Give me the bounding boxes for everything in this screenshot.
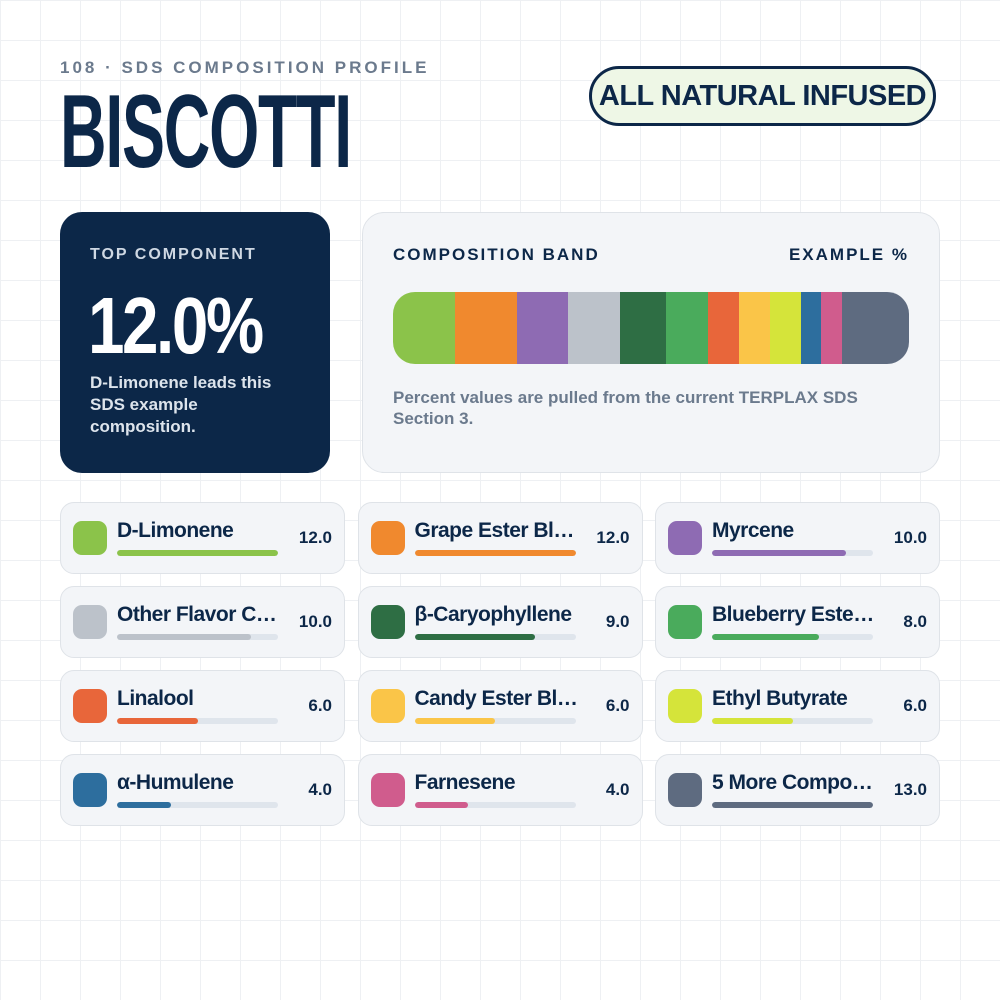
component-card: Other Flavor C… 10.0 [60,586,345,658]
band-segment [666,292,708,364]
band-segment [620,292,667,364]
bar-fill [414,802,469,808]
bar-fill [117,802,171,808]
component-card: Ethyl Butyrate 6.0 [655,670,940,742]
component-value: 12.0 [298,528,332,547]
component-value: 13.0 [893,780,927,799]
band-segment [707,292,739,364]
component-value: 9.0 [605,612,630,631]
band-segment [516,292,569,364]
band-title: COMPOSITION BAND [393,245,600,264]
component-name: Myrcene [712,519,794,542]
component-name: Other Flavor C… [117,603,277,626]
component-card: β-Caryophyllene 9.0 [357,586,643,658]
band-segment [568,292,620,364]
swatch [73,521,107,555]
component-value: 10.0 [298,612,332,631]
bar-fill [117,718,198,724]
component-card: Blueberry Este… 8.0 [655,586,940,658]
swatch [668,605,702,639]
band-segment [738,292,770,364]
swatch [73,605,107,639]
swatch [668,689,702,723]
component-name: Candy Ester Bl… [414,687,578,710]
component-value: 8.0 [903,612,927,631]
swatch [73,689,107,723]
component-name: β-Caryophyllene [414,603,573,626]
bar-track [117,634,278,640]
component-value: 6.0 [308,696,332,715]
bar-track [712,718,873,724]
bar-fill [414,718,495,724]
bar-fill [712,550,847,556]
badge: ALL NATURAL INFUSED [589,66,936,126]
component-value: 6.0 [903,696,927,715]
band-note: Percent values are pulled from the curre… [393,388,858,428]
component-name: Farnesene [414,771,516,794]
swatch [73,773,107,807]
bar-track [117,802,278,808]
swatch [370,773,405,807]
component-value: 4.0 [605,780,630,799]
swatch [370,689,405,723]
component-name: D-Limonene [117,519,234,542]
component-value: 10.0 [893,528,927,547]
top-value: 12.0% [88,281,264,370]
component-name: α-Humulene [117,771,234,794]
band-segment [821,292,842,364]
swatch [668,773,702,807]
band-segment [393,292,455,364]
bar-track [712,550,873,556]
band-segment [800,292,822,364]
bar-track [712,802,873,808]
bar-fill [712,802,873,808]
eyebrow: 108 · SDS COMPOSITION PROFILE [60,58,430,77]
component-card: Linalool 6.0 [60,670,345,742]
bar-track [117,718,278,724]
component-card: Candy Ester Bl… 6.0 [357,670,643,742]
band-bar [393,292,909,364]
bar-fill [414,550,576,556]
bar-track [414,802,576,808]
component-name: Grape Ester Bl… [414,519,575,542]
component-value: 4.0 [308,780,332,799]
bar-fill [712,634,820,640]
title: BISCOTTI [60,74,352,190]
component-value: 12.0 [596,528,630,547]
bar-fill [117,634,252,640]
bar-track [414,550,576,556]
component-name: Linalool [117,687,194,710]
top-label: TOP COMPONENT [90,246,257,263]
band-card: COMPOSITION BAND EXAMPLE % Percent value… [362,212,940,473]
component-card: Farnesene 4.0 [357,754,643,826]
component-name: 5 More Compo… [712,771,873,794]
swatch [668,521,702,555]
bar-track [414,634,576,640]
bar-fill [117,550,278,556]
swatch [370,605,405,639]
bar-track [117,550,278,556]
band-segment [769,292,801,364]
swatch [370,521,405,555]
component-card: α-Humulene 4.0 [60,754,345,826]
component-name: Ethyl Butyrate [712,687,848,710]
top-card: TOP COMPONENT 12.0% D-Limonene leads thi… [60,212,330,473]
component-card: 5 More Compo… 13.0 [655,754,940,826]
bar-track [712,634,873,640]
top-caption: D-Limonene leads this SDS example compos… [90,373,272,436]
bar-fill [712,718,793,724]
band-segment [841,292,909,364]
component-card: D-Limonene 12.0 [60,502,345,574]
component-card: Grape Ester Bl… 12.0 [357,502,643,574]
band-segment [454,292,517,364]
component-card: Myrcene 10.0 [655,502,940,574]
bar-fill [414,634,536,640]
component-value: 6.0 [605,696,630,715]
component-name: Blueberry Este… [712,603,874,626]
bar-track [414,718,576,724]
band-unit: EXAMPLE % [788,245,909,264]
